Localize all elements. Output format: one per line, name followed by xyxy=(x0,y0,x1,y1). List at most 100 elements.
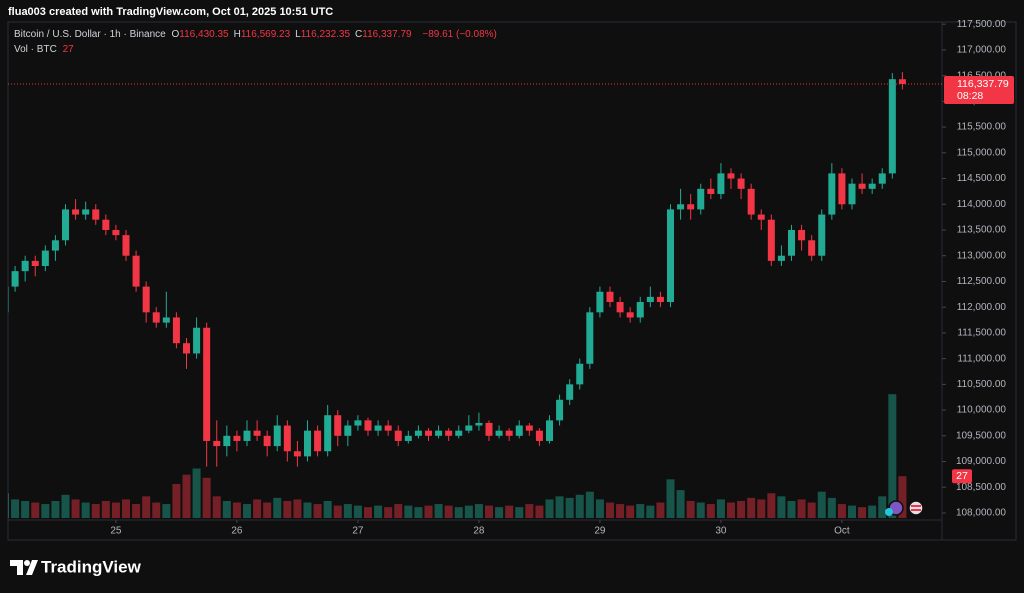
candle-body xyxy=(808,240,816,256)
candle-body xyxy=(394,430,402,441)
candle-body xyxy=(525,425,533,431)
volume-bar xyxy=(686,500,695,518)
volume-bar xyxy=(323,500,332,518)
logo-mark xyxy=(26,560,38,575)
y-tick-label: 113,500.00 xyxy=(957,225,1007,236)
volume-bar xyxy=(485,505,493,518)
candle-body xyxy=(858,183,866,189)
candle-body xyxy=(253,430,261,436)
volume-bar xyxy=(676,490,685,518)
volume-bar xyxy=(243,504,251,518)
volume-bar xyxy=(142,496,151,518)
volume-bar xyxy=(111,502,120,518)
candle-body xyxy=(697,188,705,210)
volume-bar xyxy=(777,496,786,518)
volume-bar xyxy=(666,479,675,518)
volume-bar xyxy=(454,507,463,518)
volume-bar xyxy=(545,499,554,518)
volume-bar xyxy=(727,502,735,518)
y-tick-label: 109,500.00 xyxy=(956,430,1006,441)
candle-body xyxy=(243,430,251,441)
candle-body xyxy=(737,178,745,189)
candle-body xyxy=(102,219,110,230)
volume-value: 27 xyxy=(62,44,74,55)
volume-bar xyxy=(21,500,30,518)
volume-bar xyxy=(575,494,584,518)
volume-bar xyxy=(606,502,614,518)
candle-body xyxy=(11,271,19,287)
candle-body xyxy=(213,440,221,447)
ohlc-value: 116,430.35 xyxy=(179,29,229,40)
candle-body xyxy=(717,173,725,194)
volume-bar xyxy=(636,504,645,518)
candle-body xyxy=(304,430,311,457)
candle-body xyxy=(687,204,695,210)
candle-body xyxy=(384,425,392,431)
volume-bar xyxy=(364,507,372,518)
volume-bar xyxy=(8,493,9,518)
legend: Bitcoin / U.S. Dollar · 1h · Binance O11… xyxy=(14,29,500,40)
candle-body xyxy=(324,415,332,452)
brand: TradingView xyxy=(41,557,142,576)
logo: TradingView xyxy=(10,557,142,576)
y-tick-label: 111,500.00 xyxy=(957,328,1006,339)
volume-bar xyxy=(626,505,635,518)
volume-bar xyxy=(837,504,846,518)
volume-bar xyxy=(152,502,161,518)
volume-bar xyxy=(222,500,231,518)
y-tick-label: 114,500.00 xyxy=(957,173,1007,184)
volume-bar xyxy=(11,499,20,518)
candle-body xyxy=(263,435,271,447)
volume-bar xyxy=(41,504,50,518)
volume-label-box xyxy=(952,469,972,484)
volume-bar xyxy=(817,491,826,518)
candle-body xyxy=(344,425,352,436)
event-icon xyxy=(885,508,893,516)
volume-label: 27 xyxy=(956,470,968,482)
change: −89.61 (−0.08%) xyxy=(422,29,497,40)
ohlc-key: C xyxy=(355,29,363,40)
candle-body xyxy=(586,312,594,364)
ohlc-key: L xyxy=(295,29,301,40)
volume-bar xyxy=(91,504,100,518)
volume-bar xyxy=(737,500,746,518)
x-tick-label: Oct xyxy=(834,526,850,537)
candle-body xyxy=(788,229,795,256)
volume-bar xyxy=(434,504,443,518)
volume-bar xyxy=(283,500,292,518)
ohlc-key: O xyxy=(171,29,180,40)
volume-bar xyxy=(595,499,604,518)
countdown: 08:28 xyxy=(957,90,983,102)
event-icons xyxy=(885,500,924,516)
candle-body xyxy=(193,327,201,354)
volume-bar xyxy=(616,504,625,518)
volume-bar xyxy=(898,476,907,518)
ohlc-value: 116,232.35 xyxy=(300,29,351,40)
candle-body xyxy=(868,183,876,189)
x-tick-label: 30 xyxy=(715,526,727,537)
volume-bar xyxy=(878,496,887,518)
candle-body xyxy=(112,229,120,236)
volume-bar xyxy=(464,505,473,518)
candle-body xyxy=(667,209,674,303)
volume-bar xyxy=(747,497,756,518)
candle-body xyxy=(475,422,483,426)
volume-bar xyxy=(656,502,665,518)
x-tick-label: 25 xyxy=(110,526,122,537)
volume-bar xyxy=(495,507,504,518)
logo-mark xyxy=(10,560,23,575)
candle-body xyxy=(505,430,513,436)
candle-body xyxy=(606,291,614,303)
x-tick-label: 26 xyxy=(231,526,243,537)
volume-bar xyxy=(787,500,796,518)
logo-mark xyxy=(24,560,30,566)
ohlc-key: H xyxy=(233,29,241,40)
plot-area xyxy=(8,72,907,518)
flag-stripe xyxy=(911,505,921,507)
candle-body xyxy=(546,420,553,441)
candle-body xyxy=(435,430,443,436)
candle-body xyxy=(41,250,49,267)
volume-bar xyxy=(253,499,262,518)
y-tick-label: 116,500.00 xyxy=(957,70,1007,81)
